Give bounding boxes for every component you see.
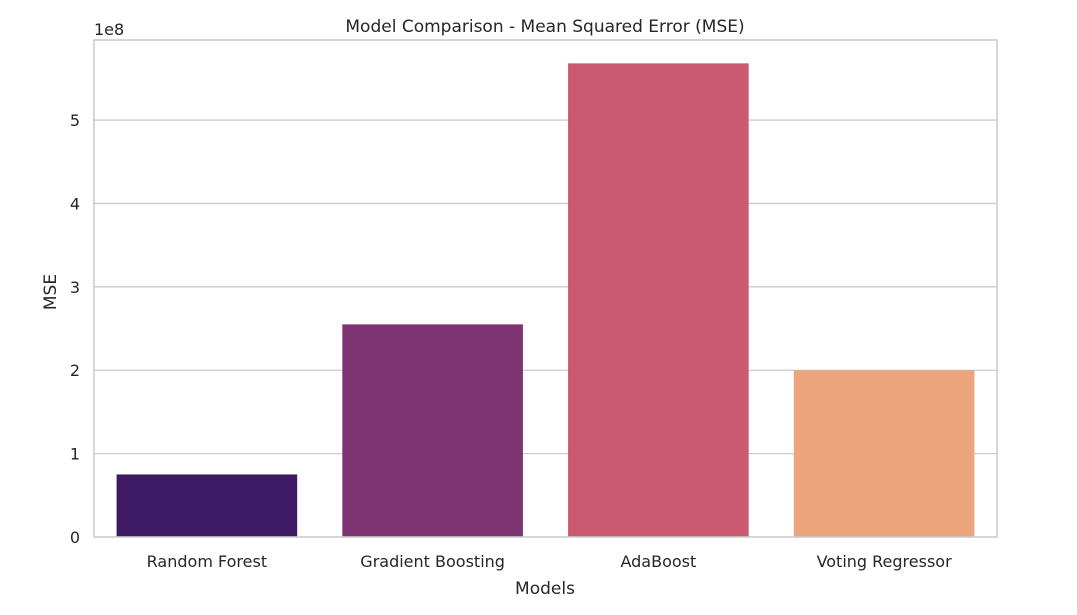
- x-tick-labels: Random Forest Gradient Boosting AdaBoost Vo…: [147, 552, 952, 571]
- x-axis-title: Models: [515, 579, 575, 599]
- y-offset-label: 1e8: [94, 20, 124, 39]
- bar: [793, 370, 975, 537]
- bar: [116, 474, 298, 537]
- y-tick-label: 5: [70, 111, 80, 130]
- chart-title: Model Comparison - Mean Squared Error (M…: [345, 17, 744, 37]
- y-tick-label: 1: [70, 445, 80, 464]
- y-axis-title: MSE: [41, 274, 61, 310]
- bar: [568, 63, 749, 537]
- y-tick-label: 2: [70, 361, 80, 380]
- x-tick-label: Voting Regressor: [817, 552, 953, 571]
- x-tick-label: Random Forest: [147, 552, 267, 571]
- x-tick-label: Gradient Boosting: [360, 552, 505, 571]
- plot-frame: [93, 39, 998, 538]
- y-tick-label: 0: [70, 528, 80, 547]
- x-tick-label: AdaBoost: [620, 552, 696, 571]
- y-tick-labels: 0 1 2 3 4 5: [70, 111, 80, 547]
- y-tick-label: 3: [70, 278, 80, 297]
- bars: [116, 63, 975, 537]
- y-tick-label: 4: [70, 194, 80, 213]
- bar: [342, 324, 523, 537]
